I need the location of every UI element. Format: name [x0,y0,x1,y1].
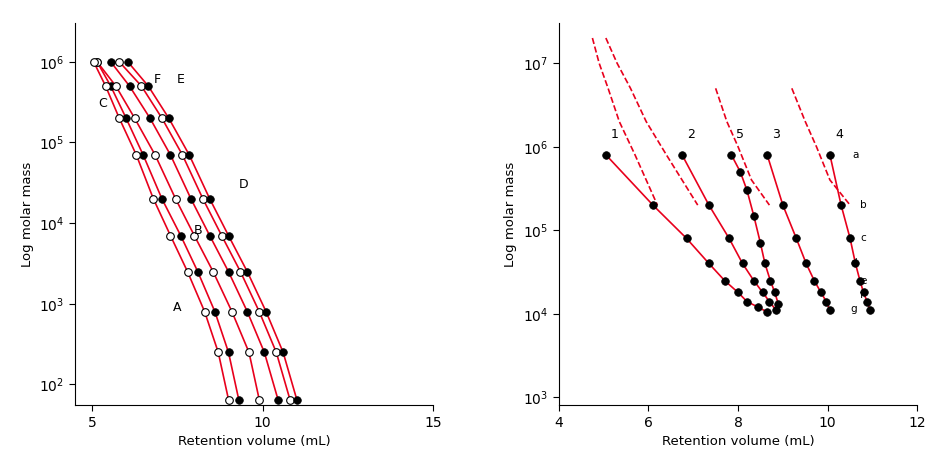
X-axis label: Retention volume (mL): Retention volume (mL) [178,435,330,448]
Text: 1: 1 [611,128,619,141]
Text: B: B [194,225,202,238]
Text: 5: 5 [737,128,744,141]
Y-axis label: Log molar mass: Log molar mass [21,162,34,267]
Y-axis label: Log molar mass: Log molar mass [505,162,518,267]
Text: c: c [860,233,866,243]
Text: 3: 3 [772,128,780,141]
Text: 2: 2 [687,128,695,141]
Text: f: f [860,289,864,300]
Text: C: C [98,97,107,110]
Text: E: E [177,73,184,86]
Text: D: D [239,178,249,191]
Text: A: A [173,301,182,314]
Text: g: g [850,304,856,314]
Text: d: d [850,259,856,268]
Text: e: e [860,275,867,286]
Text: F: F [154,73,160,86]
Text: b: b [860,200,867,210]
Text: 4: 4 [835,128,842,141]
X-axis label: Retention volume (mL): Retention volume (mL) [662,435,814,448]
Text: a: a [853,150,858,160]
